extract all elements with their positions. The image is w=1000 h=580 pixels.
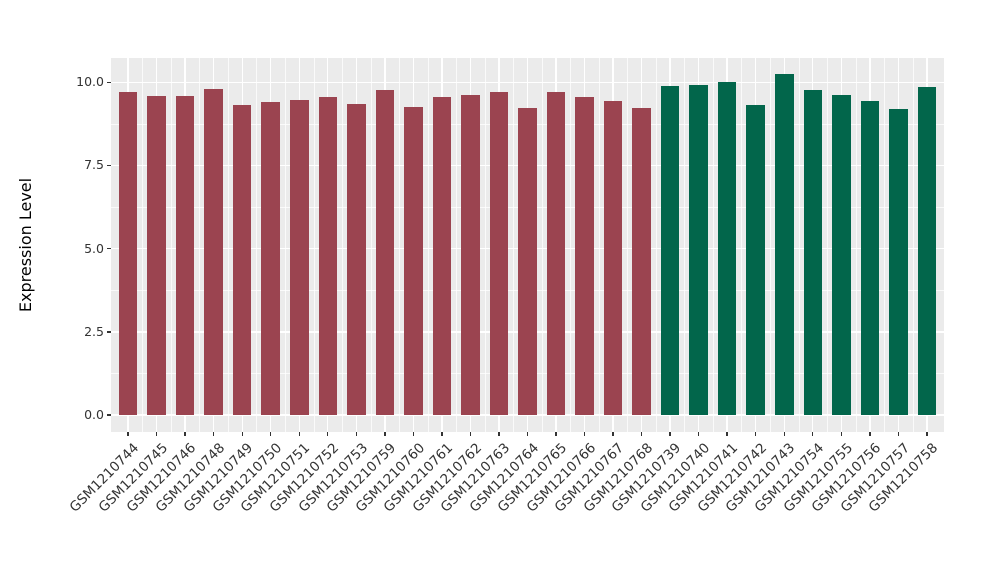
gridline-minor-v — [342, 58, 343, 432]
bar — [518, 107, 537, 416]
bar — [375, 89, 395, 416]
bar — [347, 103, 366, 416]
gridline-minor-v — [684, 58, 686, 432]
bar — [404, 106, 423, 416]
bar — [290, 100, 309, 416]
bar — [318, 96, 338, 416]
bar — [717, 81, 737, 415]
gridline-minor-v — [170, 58, 172, 432]
bar — [175, 95, 195, 416]
y-tick-label: 7.5 — [84, 157, 104, 173]
x-tick-mark — [897, 432, 900, 436]
bar — [889, 109, 908, 416]
gridline-minor-v — [855, 58, 857, 432]
x-tick-mark — [869, 432, 871, 436]
x-tick-mark — [526, 432, 529, 436]
x-tick-mark — [612, 432, 614, 436]
gridline-minor-v — [912, 58, 914, 432]
y-tick-label: 2.5 — [84, 323, 104, 339]
gridline-minor-v — [227, 58, 229, 432]
bar — [860, 100, 880, 416]
gridline-minor-v — [427, 58, 429, 432]
bar — [632, 107, 651, 416]
x-tick-mark — [697, 432, 700, 436]
gridline-minor-v — [798, 58, 800, 432]
y-tick-mark — [106, 81, 111, 83]
x-tick-mark — [412, 432, 415, 436]
gridline-minor-v — [285, 58, 286, 432]
x-tick-mark — [241, 432, 243, 436]
bar — [261, 101, 280, 416]
gridline-minor-v — [370, 58, 372, 432]
bar — [232, 105, 252, 415]
bar — [774, 74, 794, 416]
bar — [832, 94, 851, 416]
gridline-minor-v — [541, 58, 543, 432]
x-tick-mark — [498, 432, 500, 436]
gridline-minor-v — [627, 58, 629, 432]
x-tick-mark — [212, 432, 215, 436]
bar — [204, 88, 223, 416]
x-tick-mark — [555, 432, 557, 436]
gridline-minor-v — [313, 58, 315, 432]
x-tick-mark — [640, 432, 643, 436]
x-tick-mark — [298, 432, 300, 436]
gridline-minor-v — [484, 58, 486, 432]
bar — [432, 97, 452, 416]
bar — [147, 96, 166, 415]
x-tick-mark — [270, 432, 272, 436]
gridline-minor-v — [142, 58, 144, 432]
bar — [575, 96, 594, 416]
x-tick-mark — [469, 432, 472, 436]
y-tick-mark — [106, 331, 111, 333]
gridline-minor-v — [256, 58, 258, 432]
x-tick-mark — [783, 432, 785, 436]
gridline-minor-v — [884, 58, 885, 432]
gridline-minor-v — [655, 58, 657, 432]
gridline-minor-v — [827, 58, 828, 432]
plot-panel — [111, 58, 944, 432]
x-tick-mark — [726, 432, 728, 436]
gridline-minor-v — [712, 58, 714, 432]
bar — [803, 89, 823, 416]
gridline-minor-v — [399, 58, 400, 432]
y-tick-label: 10.0 — [76, 74, 104, 90]
x-tick-mark — [184, 432, 186, 436]
gridline-minor-v — [513, 58, 515, 432]
gridline-minor-v — [598, 58, 600, 432]
gridline-minor-v — [741, 58, 743, 432]
x-tick-mark — [926, 432, 928, 436]
x-tick-mark — [812, 432, 814, 436]
bar — [461, 94, 480, 416]
bar — [689, 85, 708, 416]
x-tick-mark — [669, 432, 671, 436]
bar — [546, 92, 566, 416]
x-tick-mark — [355, 432, 358, 436]
gridline-minor-v — [769, 58, 771, 432]
x-tick-mark — [583, 432, 586, 436]
x-tick-mark — [327, 432, 329, 436]
y-tick-label: 0.0 — [84, 407, 104, 423]
x-tick-mark — [384, 432, 386, 436]
x-tick-mark — [155, 432, 158, 436]
gridline-minor-v — [570, 58, 572, 432]
x-tick-mark — [441, 432, 443, 436]
gridline-minor-v — [456, 58, 457, 432]
x-tick-mark — [840, 432, 842, 436]
y-tick-mark — [106, 247, 111, 250]
y-tick-mark — [106, 164, 111, 167]
gridline-minor-v — [199, 58, 201, 432]
x-tick-mark — [127, 432, 129, 436]
bar — [118, 91, 138, 416]
y-tick-label: 5.0 — [84, 240, 104, 256]
bar — [603, 101, 623, 416]
x-tick-mark — [755, 432, 757, 436]
y-tick-mark — [106, 414, 111, 416]
bar — [917, 86, 937, 416]
bar — [746, 104, 765, 416]
bar — [489, 92, 509, 416]
bar — [660, 86, 680, 416]
